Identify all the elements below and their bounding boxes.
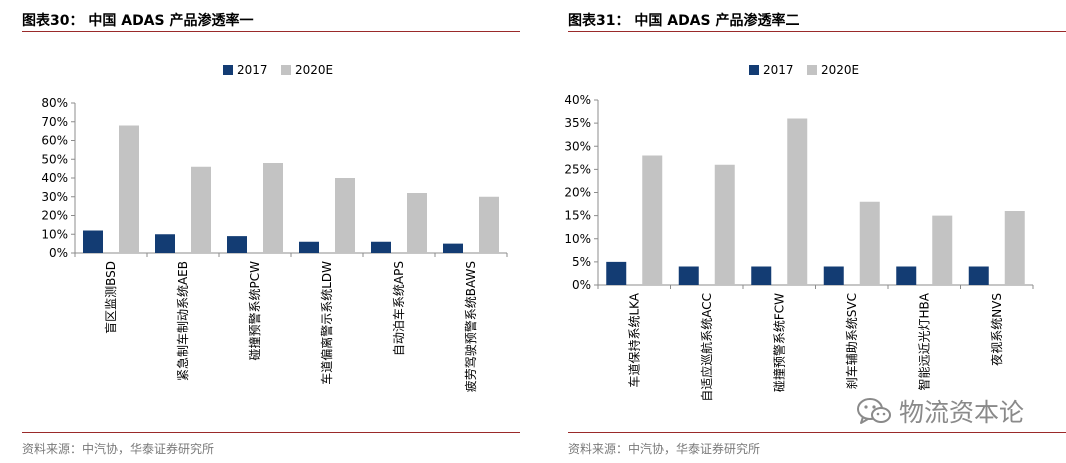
x-category-label: 自动泊车系统APS [391,261,406,356]
figure-panel-30: 图表30： 中国 ADAS 产品渗透率一 2017 2020E 0% 10% 20% 30… [0,0,520,463]
legend-swatch [749,65,759,75]
source-note: 资料来源：中汽协，华泰证券研究所 [568,442,761,456]
legend-swatch [281,65,291,75]
bar-2020e [191,166,211,253]
legend-swatch [223,65,233,75]
figure-title: 图表30： 中国 ADAS 产品渗透率一 [22,13,254,29]
x-category-label: 紧急制车制动系统AEB [175,261,190,381]
bar-chart-adas-penetration-2: 2017 2020E 0% 5% 10% 15% 20% 25% 30% 35% 40% 车道保持系统… [564,63,1034,402]
bar-2017 [299,241,319,253]
y-tick-label: 60% [41,134,68,148]
wechat-icon [857,398,891,424]
y-tick-label: 70% [41,115,68,129]
watermark-text: 物流资本论 [899,398,1025,427]
y-tick-label: 10% [41,227,68,241]
y-tick-label: 15% [564,209,591,223]
source-divider [568,432,1066,433]
y-tick-label: 40% [564,93,591,107]
y-tick-label: 35% [564,116,591,130]
bar-2020e [787,118,808,285]
y-tick-label: 25% [564,162,591,176]
legend-swatch [807,65,817,75]
x-category-label: 盲区监测BSD [103,261,118,334]
chart-legend: 2017 2020E [749,63,859,77]
bar-2020e [479,196,499,253]
bar-2017 [678,266,699,285]
x-category-label: 夜视系统NVS [989,293,1004,366]
bar-2020e [642,155,663,285]
bar-2020e [1004,211,1025,285]
legend-label: 2017 [237,63,268,77]
y-tick-label: 30% [564,139,591,153]
bar-2017 [751,266,772,285]
legend-label: 2020E [295,63,333,77]
bar-chart-adas-penetration-1: 2017 2020E 0% 10% 20% 30% 40% 50% 60% 70% 80% 盲区监测B… [41,63,508,392]
bar-2020e [932,215,953,285]
title-divider [22,31,520,32]
bar-2017 [896,266,917,285]
bar-2020e [407,193,427,253]
x-category-label: 自适应巡航系统ACC [699,293,714,402]
legend-label: 2020E [821,63,859,77]
y-tick-label: 10% [564,232,591,246]
bar-2020e [714,164,735,285]
y-tick-label: 40% [41,171,68,185]
x-category-label: 碰撞预警系统FCW [771,293,786,392]
y-tick-label: 50% [41,152,68,166]
bar-2020e [335,178,355,253]
x-category-label: 疲劳驾驶预警系统BAWS [463,261,478,392]
bar-2017 [83,230,103,253]
y-tick-label: 0% [49,246,68,260]
x-category-label: 车道保持系统LKA [626,292,641,387]
legend-label: 2017 [763,63,794,77]
y-tick-label: 80% [41,96,68,110]
y-tick-label: 20% [41,209,68,223]
figure-panel-31: 图表31： 中国 ADAS 产品渗透率二 2017 2020E 0% 5% 10% 15%… [546,0,1066,463]
bar-2020e [119,125,139,253]
title-divider [568,31,1066,32]
chart-legend: 2017 2020E [223,63,333,77]
y-tick-label: 20% [564,186,591,200]
bar-2017 [155,234,175,253]
y-tick-label: 30% [41,190,68,204]
x-category-label: 智能远近光灯HBA [916,292,931,390]
y-tick-label: 0% [572,278,591,292]
bar-2017 [443,243,463,253]
y-tick-label: 5% [572,255,591,269]
bar-2017 [606,261,627,285]
watermark: 物流资本论 [855,394,1024,428]
x-category-label: 车道偏离警示系统LDW [319,261,334,385]
bar-2020e [859,201,880,285]
bar-2020e [263,163,283,253]
bar-2017 [968,266,989,285]
x-category-label: 碰撞预警系统PCW [247,261,262,361]
bar-2017 [371,241,391,253]
bar-2017 [823,266,844,285]
bar-2017 [227,236,247,253]
source-divider [22,432,520,433]
x-category-label: 刹车辅助系统SVC [844,293,859,389]
source-note: 资料来源：中汽协，华泰证券研究所 [22,442,215,456]
figure-title: 图表31： 中国 ADAS 产品渗透率二 [568,13,800,29]
